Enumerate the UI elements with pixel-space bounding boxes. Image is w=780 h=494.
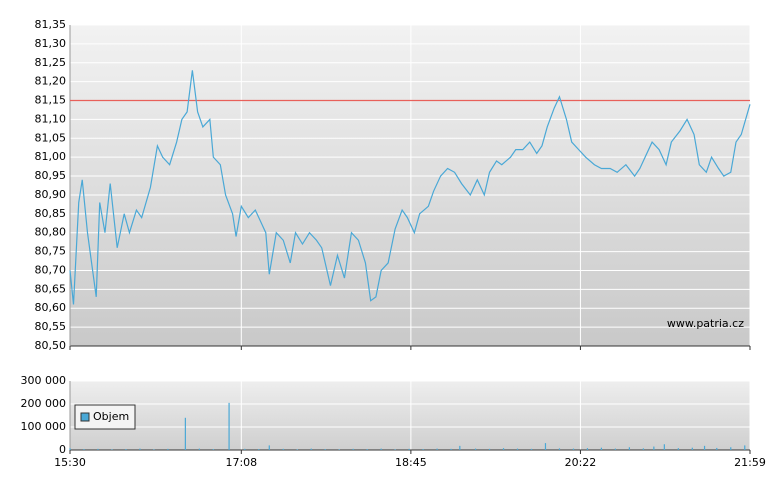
volume-bar: [139, 448, 141, 450]
volume-bar: [572, 448, 575, 450]
volume-bar: [394, 449, 396, 450]
y-tick-label: 80,95: [35, 169, 67, 182]
volume-bar: [653, 446, 655, 450]
volume-bar: [677, 448, 679, 450]
volume-bar: [83, 449, 85, 450]
y-tick-label: 300 000: [21, 374, 67, 387]
volume-bar: [97, 448, 99, 450]
y-tick-label: 80,55: [35, 320, 67, 333]
volume-bar: [600, 447, 603, 450]
y-tick-label: 80,65: [35, 282, 67, 295]
volume-bar: [628, 447, 630, 450]
volume-bar: [450, 448, 452, 450]
y-tick-label: 80,85: [35, 207, 67, 220]
volume-bar: [459, 445, 461, 450]
plot-area: [70, 25, 750, 346]
y-tick-label: 200 000: [21, 397, 67, 410]
volume-bar: [744, 445, 746, 450]
volume-bar: [730, 447, 732, 450]
volume-bar: [167, 448, 169, 450]
x-tick-label: 20:22: [565, 456, 597, 469]
y-tick-label: 81,05: [35, 131, 67, 144]
x-tick-label: 15:30: [54, 456, 86, 469]
volume-bar: [366, 449, 368, 450]
volume-bar: [558, 448, 561, 450]
volume-bar: [268, 445, 270, 450]
volume-bar: [422, 449, 424, 450]
volume-bar: [282, 448, 284, 450]
volume-bar: [502, 448, 505, 450]
volume-bar: [716, 447, 718, 450]
volume-bar: [663, 444, 665, 450]
volume-bar: [198, 448, 200, 450]
volume-bar: [614, 448, 616, 450]
volume-bar: [703, 445, 706, 450]
volume-bar: [408, 448, 410, 450]
volume-bar: [488, 448, 491, 450]
volume-bar: [310, 448, 312, 450]
volume-bar: [69, 448, 71, 450]
volume-bar: [125, 449, 127, 450]
y-tick-label: 80,70: [35, 263, 67, 276]
volume-bar: [474, 448, 477, 450]
volume-bar: [352, 448, 354, 450]
volume-bar: [244, 448, 246, 450]
volume-bar: [338, 449, 340, 450]
y-tick-label: 100 000: [21, 420, 67, 433]
x-tick-label: 21:59: [734, 456, 766, 469]
volume-bar: [296, 449, 298, 450]
volume-bar: [380, 448, 382, 450]
volume-bar: [530, 448, 533, 450]
volume-bar: [258, 449, 260, 450]
y-tick-label: 81,25: [35, 56, 67, 69]
watermark: www.patria.cz: [667, 317, 744, 330]
volume-bar: [586, 448, 589, 450]
y-tick-label: 80,60: [35, 301, 67, 314]
y-tick-label: 81,00: [35, 150, 67, 163]
volume-bar: [212, 449, 214, 450]
y-tick-label: 81,35: [35, 18, 67, 31]
y-tick-label: 0: [59, 443, 66, 456]
y-tick-label: 80,90: [35, 188, 67, 201]
y-tick-label: 80,80: [35, 226, 67, 239]
y-tick-label: 81,15: [35, 94, 67, 107]
volume-bar: [153, 449, 155, 450]
volume-bar: [516, 448, 519, 450]
y-tick-label: 81,10: [35, 112, 67, 125]
volume-bar: [642, 448, 644, 450]
y-tick-label: 81,30: [35, 37, 67, 50]
volume-bar: [324, 449, 326, 450]
x-tick-label: 17:08: [225, 456, 257, 469]
y-tick-label: 80,75: [35, 245, 67, 258]
legend-label: Objem: [93, 410, 129, 423]
volume-bar: [544, 443, 547, 450]
x-tick-label: 18:45: [395, 456, 427, 469]
price-line: [69, 70, 751, 305]
volume-bar: [691, 447, 693, 450]
volume-bar: [184, 417, 186, 450]
volume-bar: [436, 448, 438, 450]
volume-bar: [228, 402, 230, 450]
y-tick-label: 80,50: [35, 339, 67, 352]
volume-bar: [111, 449, 113, 450]
legend-swatch: [80, 412, 90, 422]
y-tick-label: 81,20: [35, 75, 67, 88]
plot-area: [70, 381, 750, 450]
